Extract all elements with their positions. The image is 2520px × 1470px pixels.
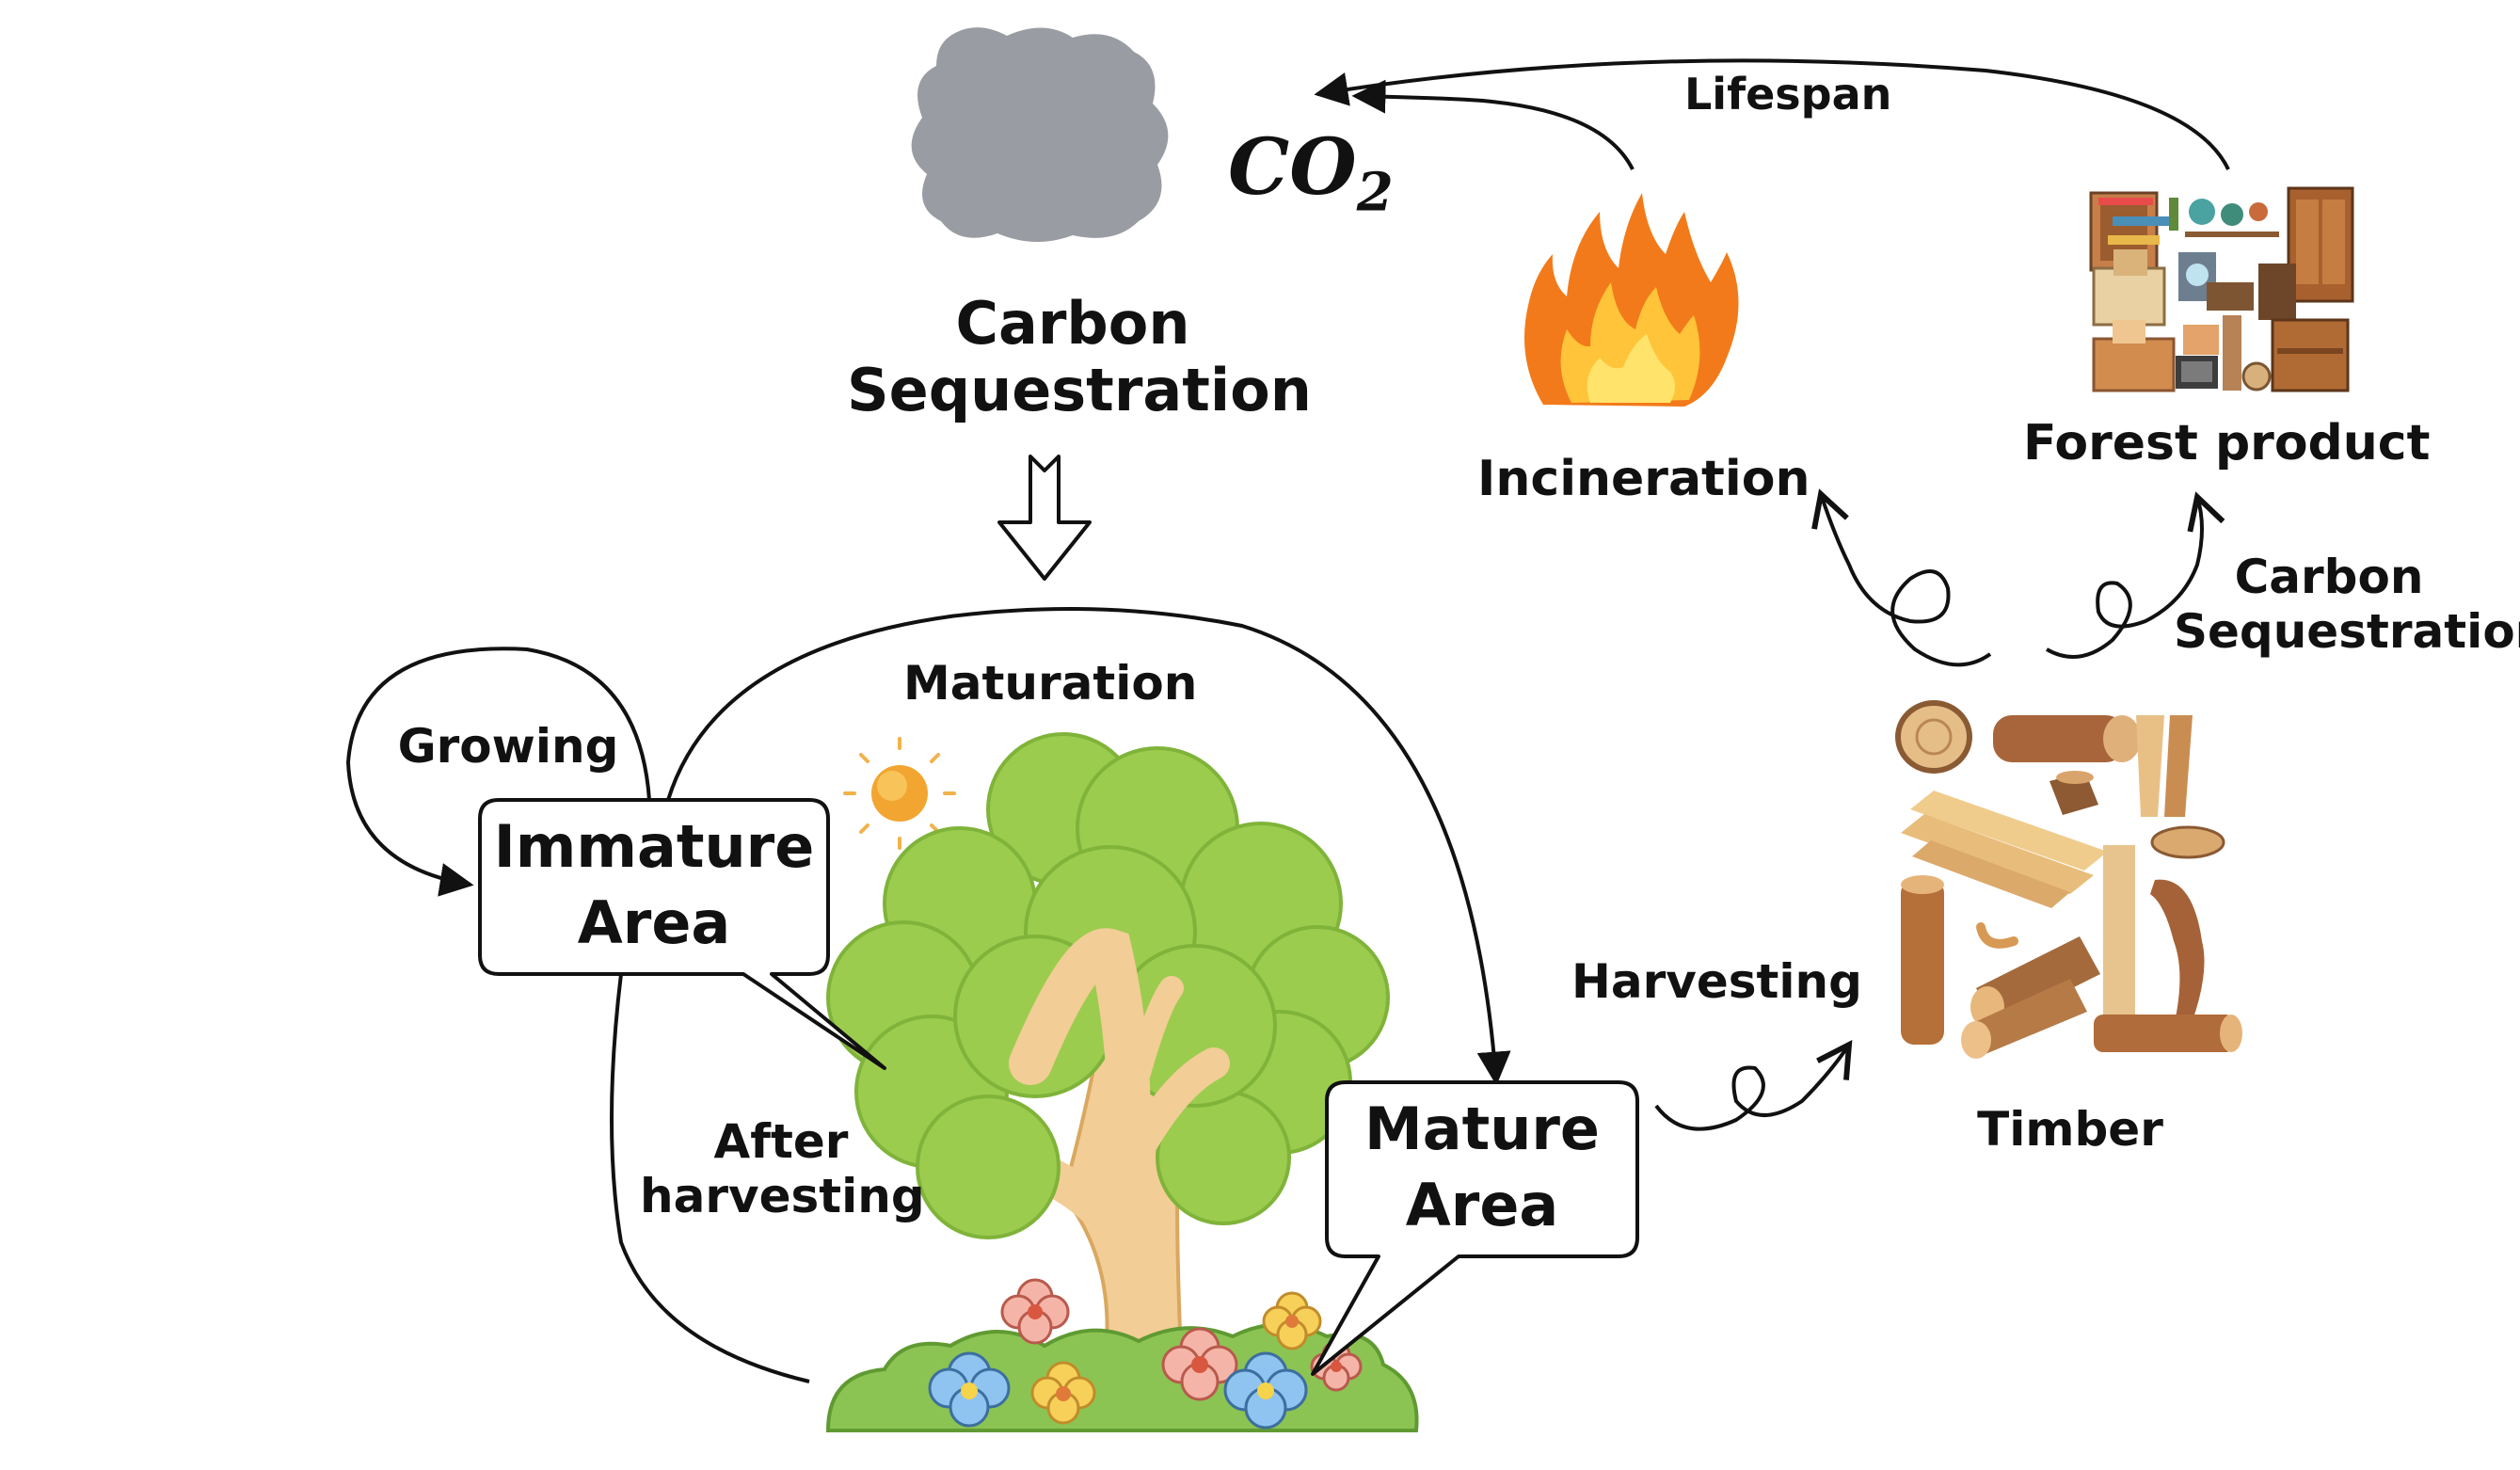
tree-icon	[826, 732, 1390, 1357]
carbon-sequestration-right-line1: Carbon	[2234, 550, 2424, 604]
maturation-label: Maturation	[903, 656, 1198, 711]
flower-icon	[1262, 1291, 1322, 1350]
incineration-arrow	[1811, 488, 1992, 667]
after-harvesting-label: After harvesting	[640, 1114, 925, 1223]
after-harvesting-line2: harvesting	[640, 1168, 925, 1223]
immature-area-line2: Area	[577, 887, 731, 957]
lifespan-arrow	[1314, 58, 2230, 170]
mature-area-line1: Mature	[1364, 1095, 1600, 1163]
carbon-sequestration-right-label: Carbon Sequestration	[2174, 550, 2520, 659]
mature-area-callout	[1311, 1080, 1639, 1376]
harvesting-label: Harvesting	[1571, 954, 1862, 1009]
growing-arrow	[345, 647, 651, 897]
flower-icon	[1161, 1327, 1238, 1401]
incineration-label: Incineration	[1477, 451, 1810, 507]
co2-subscript: 2	[1356, 161, 1394, 224]
timber-label: Timber	[1977, 1102, 2163, 1157]
flower-icon	[928, 1351, 1011, 1428]
flower-icon	[1030, 1361, 1096, 1425]
after-harvesting-arrow	[610, 973, 810, 1383]
forest-product-icon	[2089, 186, 2354, 392]
sun-icon	[843, 737, 956, 850]
immature-area-callout	[478, 798, 886, 1070]
maturation-arrow	[666, 607, 1511, 1086]
smoke-cloud-icon	[911, 27, 1169, 243]
flower-icon	[1000, 1278, 1070, 1345]
lifespan-label: Lifespan	[1684, 69, 1892, 120]
co2-label: CO2	[1228, 122, 1394, 223]
mature-area-text: Mature Area	[1332, 1092, 1633, 1243]
fire-icon	[1524, 193, 1739, 407]
mature-area-line2: Area	[1405, 1170, 1559, 1239]
flower-icon	[1223, 1351, 1308, 1430]
co2-base: CO	[1228, 122, 1357, 213]
forest-product-arrow	[2046, 491, 2225, 659]
carbon-sequestration-title: Carbon Sequestration	[847, 289, 1312, 425]
incineration-to-co2-arrow	[1351, 79, 1635, 170]
after-harvesting-line1: After	[713, 1114, 849, 1169]
carbon-sequestration-right-line2: Sequestration	[2174, 603, 2520, 659]
harvesting-arrow	[1654, 1039, 1853, 1131]
carbon-sequestration-title-line1: Carbon	[955, 289, 1190, 358]
immature-area-text: Immature Area	[485, 809, 823, 961]
timber-icon	[1895, 700, 2242, 1059]
carbon-sequestration-title-line2: Sequestration	[847, 356, 1312, 425]
forest-product-label: Forest product	[2023, 415, 2431, 471]
growing-label: Growing	[397, 719, 619, 774]
down-arrow-icon	[997, 455, 1092, 581]
immature-area-line1: Immature	[493, 812, 815, 881]
